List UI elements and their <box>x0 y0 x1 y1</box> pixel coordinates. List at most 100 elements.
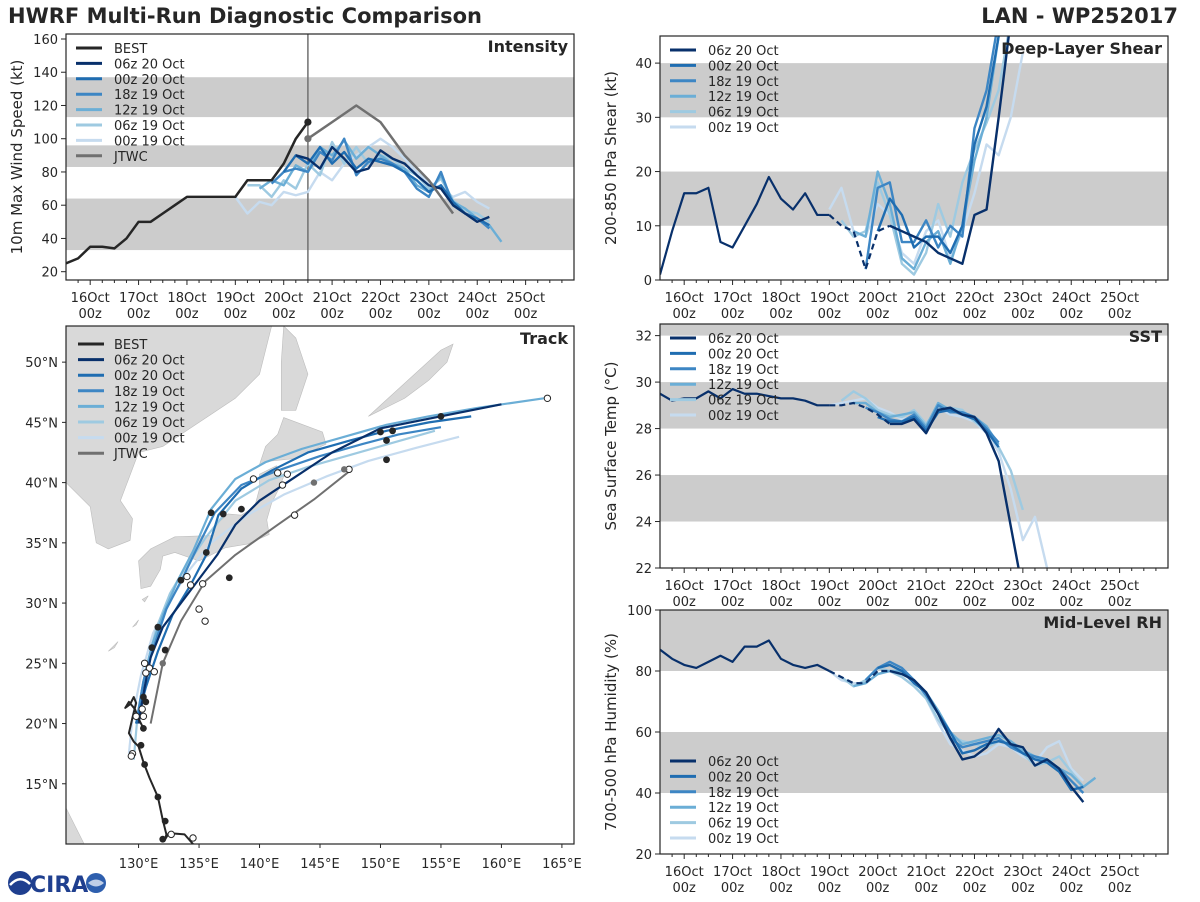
series-line <box>889 406 1020 568</box>
track-line <box>135 397 544 724</box>
x-tick-label-time: 00z <box>673 881 697 896</box>
analysis-line-dashed <box>829 401 891 425</box>
series-line <box>864 36 998 270</box>
track-position-marker <box>141 761 149 768</box>
x-tick-label-time: 00z <box>1011 881 1035 896</box>
threshold-band <box>660 324 1168 336</box>
legend-label: 06z 19 Oct <box>708 106 779 121</box>
land-mass-3 <box>280 326 309 411</box>
x-tick-label-time: 00z <box>1011 595 1035 610</box>
y-tick-label: 22 <box>635 562 652 577</box>
legend-label: 00z 19 Oct <box>114 432 185 447</box>
y-tick-label: 20 <box>635 166 652 181</box>
y-tick-label: 80 <box>41 166 58 181</box>
y-tick-label: 45°N <box>25 416 58 431</box>
track-position-marker <box>195 605 203 613</box>
y-tick-label: 20 <box>635 848 652 863</box>
track-chart: 130°E 135°E 140°E 145°E 150°E 155°E 160°E 165°E… <box>25 325 582 872</box>
legend-label: 18z 19 Oct <box>708 75 779 90</box>
x-tick-label-time: 00z <box>1011 307 1035 322</box>
x-tick-label-date: 16Oct <box>71 291 110 306</box>
x-tick-label-date: 21Oct <box>907 291 946 306</box>
legend-label: 12z 19 Oct <box>708 90 779 105</box>
track-line <box>137 403 502 724</box>
x-tick-label-date: 24Oct <box>458 291 497 306</box>
x-tick-label-time: 00z <box>818 595 842 610</box>
legend-label: 00z 20 Oct <box>708 347 779 362</box>
x-tick-label-date: 22Oct <box>955 579 994 594</box>
track-position-marker <box>139 712 148 721</box>
track-position-marker <box>340 466 348 473</box>
x-tick-label-time: 00z <box>127 307 151 322</box>
x-tick-label-date: 18Oct <box>761 865 800 880</box>
threshold-band <box>66 198 574 251</box>
analysis-line-dashed <box>828 669 890 685</box>
track-position-marker <box>140 659 149 668</box>
x-tick-label-date: 17Oct <box>713 291 752 306</box>
legend-label: 18z 19 Oct <box>708 363 779 378</box>
track-position-marker <box>148 644 156 652</box>
legend-label: BEST <box>114 338 147 353</box>
x-tick-label: 150°E <box>361 857 401 872</box>
x-tick-label-time: 00z <box>417 307 441 322</box>
x-tick-label-time: 00z <box>721 307 745 322</box>
x-tick-label-date: 24Oct <box>1052 865 1091 880</box>
land-mass-0 <box>66 326 272 550</box>
y-tick-label: 20 <box>41 266 58 281</box>
series-line <box>877 663 1084 792</box>
x-tick-label-time: 00z <box>320 307 344 322</box>
track-position-marker <box>132 712 140 721</box>
track-position-marker <box>278 481 287 489</box>
sst-chart: 16Oct00z17Oct00z18Oct00z19Oct00z20Oct00z… <box>602 323 1169 610</box>
x-tick-label-time: 00z <box>769 881 793 896</box>
track-plot-area <box>66 326 574 844</box>
x-tick-label-date: 22Oct <box>955 865 994 880</box>
y-axis-label: Sea Surface Temp (°C) <box>602 361 620 530</box>
x-tick-label-date: 19Oct <box>810 865 849 880</box>
x-tick-label-date: 25Oct <box>1100 291 1139 306</box>
track-position-marker <box>225 574 233 582</box>
y-tick-label: 40 <box>635 57 652 72</box>
x-tick-label-time: 00z <box>224 307 248 322</box>
x-tick-label-date: 22Oct <box>361 291 400 306</box>
x-tick-label-time: 00z <box>914 595 938 610</box>
track-position-marker <box>177 576 185 584</box>
best-current-marker <box>304 118 312 126</box>
x-tick-label-date: 24Oct <box>1052 579 1091 594</box>
threshold-band <box>66 77 574 118</box>
x-tick-label: 140°E <box>240 857 280 872</box>
track-line <box>127 435 460 754</box>
x-tick-label-time: 00z <box>1060 595 1084 610</box>
x-tick-label-time: 00z <box>914 881 938 896</box>
y-tick-label: 24 <box>635 516 652 531</box>
track-position-marker <box>290 511 299 519</box>
track-position-marker <box>183 572 191 581</box>
land-mass-7 <box>108 641 119 652</box>
track-position-marker <box>154 623 162 631</box>
x-tick-label-date: 19Oct <box>810 579 849 594</box>
track-position-marker <box>237 505 245 513</box>
y-tick-label: 60 <box>41 199 58 214</box>
legend-label: 18z 19 Oct <box>708 786 779 801</box>
y-tick-label: 140 <box>33 66 58 81</box>
x-tick-label-time: 00z <box>963 307 987 322</box>
x-tick-label: 130°E <box>119 857 159 872</box>
y-tick-label: 40 <box>635 787 652 802</box>
series-line <box>258 139 503 243</box>
page-title: HWRF Multi-Run Diagnostic Comparison <box>8 4 483 28</box>
x-tick-label-date: 23Oct <box>1003 579 1042 594</box>
track-position-marker <box>137 741 145 749</box>
track-position-marker <box>159 835 167 843</box>
jtwc-forecast-line <box>307 104 455 215</box>
track-position-marker <box>154 793 162 801</box>
legend-label: 00z 20 Oct <box>114 73 185 88</box>
track-position-marker <box>142 669 150 677</box>
x-tick-label-time: 00z <box>721 881 745 896</box>
track-position-marker <box>127 752 136 760</box>
x-tick-label-date: 18Oct <box>761 291 800 306</box>
legend-label: 06z 19 Oct <box>708 817 779 832</box>
x-tick-label-time: 00z <box>1108 307 1132 322</box>
y-tick-label: 30 <box>635 376 652 391</box>
x-tick-label-time: 00z <box>963 595 987 610</box>
